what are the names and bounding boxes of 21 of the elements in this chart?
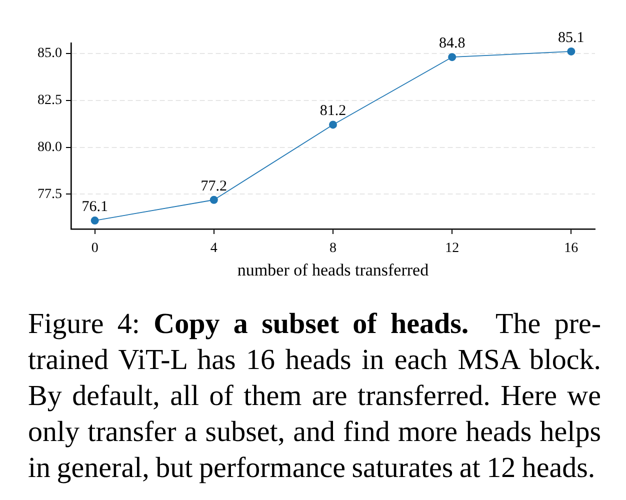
data-label: 81.2 xyxy=(320,103,346,120)
y-tick-label: 77.5 xyxy=(38,186,62,202)
point xyxy=(210,196,218,204)
x-tick-label: 4 xyxy=(210,241,218,256)
figure-caption: Figure 4: Copy a subset of heads. The pre-trained ViT-L has 16 heads in each MSA block. By default, all of them are transferred. Here we only transfer a subset, and find more heads helps in general, but performance saturates at 12 heads. xyxy=(28,307,601,486)
x-axis-title: number of heads transferred xyxy=(237,260,430,280)
y-tick-label: 80.0 xyxy=(38,140,62,155)
data-label: 84.8 xyxy=(438,36,466,52)
x-tick-label: 8 xyxy=(330,241,336,256)
point xyxy=(567,47,576,56)
y-tick-label: 82.5 xyxy=(38,92,62,108)
y-tick-label: 85.0 xyxy=(38,46,62,62)
x-tick-label: 0 xyxy=(91,241,98,256)
point xyxy=(448,53,456,62)
data-label: 76.1 xyxy=(82,198,108,215)
x-tick-label: 12 xyxy=(445,241,460,256)
data-label: 77.2 xyxy=(200,178,228,194)
x-tick-label: 16 xyxy=(564,241,578,256)
point xyxy=(90,216,99,225)
data-label: 85.1 xyxy=(558,30,584,46)
point xyxy=(329,120,337,129)
